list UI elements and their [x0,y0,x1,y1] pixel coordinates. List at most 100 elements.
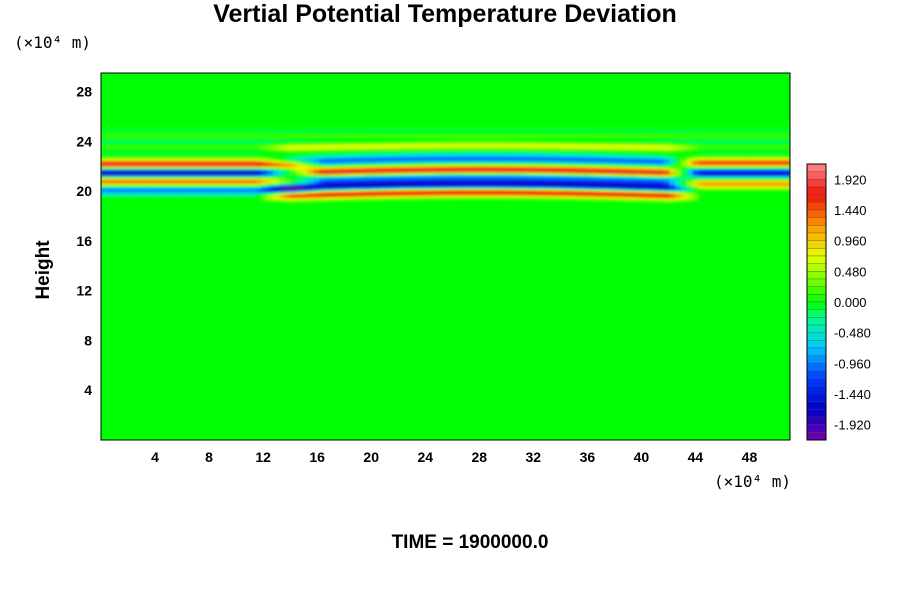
heatmap-cell [256,160,263,162]
heatmap-cell [307,173,314,175]
heatmap-cell [525,153,533,156]
heatmap-cell [158,174,165,177]
heatmap-cell [520,151,527,154]
heatmap-cell [267,140,274,142]
heatmap-cell [101,180,108,183]
heatmap-cell [365,164,372,166]
heatmap-cell [491,138,498,140]
heatmap-cell [531,187,538,189]
heatmap-cell [267,156,274,159]
heatmap-cell [313,154,320,157]
heatmap-cell [497,180,504,183]
heatmap-cell [129,190,136,192]
heatmap-cell [284,190,291,192]
heatmap-cell [169,186,177,188]
heatmap-cell [267,179,274,182]
heatmap-cell [353,135,360,137]
heatmap-cell [250,137,257,139]
heatmap-cell [135,183,142,186]
heatmap-cell [187,139,194,141]
heatmap-cell [319,130,326,132]
heatmap-cell [261,168,268,170]
heatmap-cell [416,158,423,160]
heatmap-cell [112,130,119,132]
heatmap-cell [388,199,395,201]
heatmap-cell [393,166,400,168]
heatmap-cell [434,138,441,140]
heatmap-cell [101,193,108,195]
x-unit-label: (×10⁴ m) [714,472,792,491]
heatmap-cell [359,155,366,158]
heatmap-cell [434,133,441,135]
heatmap-cell [181,183,188,186]
heatmap-cell [416,152,423,155]
heatmap-cell [428,189,435,191]
heatmap-cell [313,162,320,164]
heatmap-cell [101,165,108,167]
heatmap-cell [330,180,337,183]
heatmap-cell [301,173,309,175]
heatmap-cell [508,197,515,199]
heatmap-cell [468,188,475,190]
heatmap-cell [497,153,504,156]
heatmap-cell [296,133,303,135]
heatmap-cell [474,146,481,149]
heatmap-cell [439,181,446,184]
heatmap-cell [330,148,337,151]
heatmap-cell [296,177,303,180]
heatmap-cell [210,180,217,183]
heatmap-cell [141,172,148,174]
heatmap-cell [307,179,314,182]
heatmap-cell [451,195,458,197]
heatmap-cell [514,163,521,165]
heatmap-cell [462,189,469,191]
heatmap-cell [112,145,119,148]
heatmap-cell [221,139,228,141]
heatmap-cell [290,199,297,201]
heatmap-cell [284,154,291,157]
heatmap-cell [313,130,320,132]
heatmap-cell [399,127,406,130]
heatmap-cell [393,176,400,179]
heatmap-cell [307,195,314,197]
heatmap-cell [365,175,372,178]
heatmap-cell [479,173,487,175]
heatmap-cell [439,141,446,143]
heatmap-cell [227,140,234,142]
heatmap-cell [233,150,240,153]
heatmap-cell [393,128,400,131]
heatmap-cell [399,141,406,143]
heatmap-cell [313,179,320,182]
heatmap-cell [284,143,291,145]
heatmap-cell [388,198,395,200]
heatmap-cell [187,141,194,143]
heatmap-cell [502,182,510,185]
heatmap-cell [434,150,441,153]
heatmap-cell [233,187,240,189]
heatmap-cell [181,196,188,198]
heatmap-cell [434,178,441,181]
heatmap-cell [497,131,504,133]
heatmap-cell [187,189,194,191]
heatmap-cell [462,199,469,201]
heatmap-cell [319,176,326,179]
heatmap-cell [370,149,377,152]
heatmap-cell [278,150,286,153]
heatmap-cell [428,136,435,138]
heatmap-cell [301,136,309,138]
heatmap-cell [290,163,297,165]
heatmap-cell [181,156,188,159]
heatmap-cell [164,144,171,146]
heatmap-cell [233,160,240,162]
heatmap-cell [319,189,326,191]
heatmap-cell [416,148,423,151]
heatmap-cell [244,140,251,142]
heatmap-cell [531,161,538,163]
plot-area [100,72,791,441]
heatmap-cell [307,139,314,141]
heatmap-cell [376,191,383,193]
heatmap-cell [227,173,234,175]
heatmap-cell [227,133,234,135]
heatmap-cell [152,179,159,182]
heatmap-cell [525,182,533,185]
